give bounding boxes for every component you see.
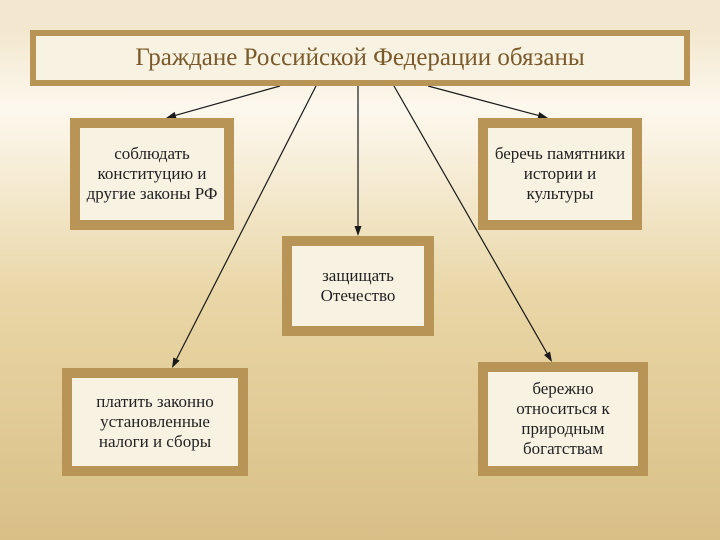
node-label: защищать Отечество xyxy=(298,266,418,306)
node-n2: беречь памятники истории и культуры xyxy=(478,118,642,230)
node-label: беречь памятники истории и культуры xyxy=(494,144,626,204)
node-label: платить законно установленные налоги и с… xyxy=(78,392,232,452)
node-n3: защищать Отечество xyxy=(282,236,434,336)
node-n5: бережно относиться к природным богатства… xyxy=(478,362,648,476)
node-n1: соблюдать конституцию и другие законы РФ xyxy=(70,118,234,230)
node-label: соблюдать конституцию и другие законы РФ xyxy=(86,144,218,204)
title-text: Граждане Российской Федерации обязаны xyxy=(135,44,584,72)
node-n4: платить законно установленные налоги и с… xyxy=(62,368,248,476)
node-label: бережно относиться к природным богатства… xyxy=(494,379,632,459)
title-box: Граждане Российской Федерации обязаны xyxy=(30,30,690,86)
